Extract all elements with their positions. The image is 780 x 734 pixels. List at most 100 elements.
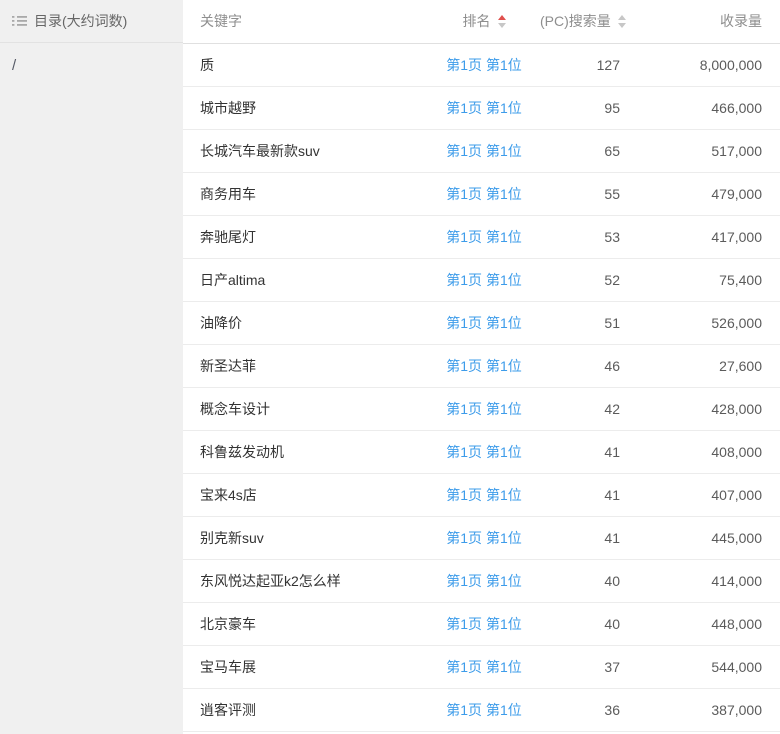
index-count-cell: 417,000 — [628, 215, 780, 259]
rank-link[interactable]: 第1页 第1位 — [446, 486, 522, 503]
table-row: 商务用车 第1页 第1位 55 479,000 — [183, 172, 780, 216]
keyword-table-panel: 关键字 排名 (PC)搜索量 收录量 质第1页 第1位 127 8,000,000 城市越野… — [183, 0, 780, 734]
keyword-cell: 新圣达菲 — [183, 344, 428, 388]
rank-link[interactable]: 第1页 第1位 — [446, 228, 522, 245]
pc-search-volume-cell: 37 — [540, 645, 628, 689]
rank-cell: 第1页 第1位 — [428, 86, 540, 130]
pc-search-volume-cell: 36 — [540, 688, 628, 732]
rank-cell: 第1页 第1位 — [428, 43, 540, 87]
rank-link[interactable]: 第1页 第1位 — [446, 99, 522, 116]
pc-search-volume-cell: 52 — [540, 258, 628, 302]
pc-search-volume-cell: 40 — [540, 602, 628, 646]
rank-cell: 第1页 第1位 — [428, 129, 540, 173]
table-row: 长城汽车最新款suv 第1页 第1位 65 517,000 — [183, 129, 780, 173]
pc-search-volume-cell: 127 — [540, 43, 628, 87]
sort-arrows-icon — [497, 15, 506, 29]
column-header: 收录量 — [628, 0, 780, 44]
rank-link[interactable]: 第1页 第1位 — [446, 357, 522, 374]
pc-search-volume-cell: 41 — [540, 516, 628, 560]
pc-search-volume-cell: 40 — [540, 559, 628, 603]
rank-link[interactable]: 第1页 第1位 — [446, 185, 522, 202]
rank-link[interactable]: 第1页 第1位 — [446, 529, 522, 546]
index-count-cell: 466,000 — [628, 86, 780, 130]
rank-link[interactable]: 第1页 第1位 — [446, 142, 522, 159]
keyword-cell: 奔驰尾灯 — [183, 215, 428, 259]
sidebar-header: 目录(大约词数) — [0, 0, 183, 43]
rank-cell: 第1页 第1位 — [428, 172, 540, 216]
rank-link[interactable]: 第1页 第1位 — [446, 443, 522, 460]
index-count-cell: 544,000 — [628, 645, 780, 689]
rank-link[interactable]: 第1页 第1位 — [446, 56, 522, 73]
rank-link[interactable]: 第1页 第1位 — [446, 400, 522, 417]
pc-search-volume-cell: 53 — [540, 215, 628, 259]
keyword-cell: 质 — [183, 43, 428, 87]
column-header-label: 收录量 — [720, 13, 762, 30]
index-count-cell: 75,400 — [628, 258, 780, 302]
keyword-cell: 别克新suv — [183, 516, 428, 560]
rank-cell: 第1页 第1位 — [428, 387, 540, 431]
rank-cell: 第1页 第1位 — [428, 688, 540, 732]
keyword-cell: 商务用车 — [183, 172, 428, 216]
rank-cell: 第1页 第1位 — [428, 516, 540, 560]
sidebar-items: / — [0, 43, 183, 87]
sidebar-item[interactable]: / — [12, 57, 17, 74]
column-header[interactable]: 排名 — [428, 0, 540, 44]
rank-cell: 第1页 第1位 — [428, 602, 540, 646]
table-row: 别克新suv 第1页 第1位 41 445,000 — [183, 516, 780, 560]
pc-search-volume-cell: 46 — [540, 344, 628, 388]
table-row: 日产altima 第1页 第1位 52 75,400 — [183, 258, 780, 302]
table-row: 新圣达菲 第1页 第1位 46 27,600 — [183, 344, 780, 388]
keyword-cell: 东风悦达起亚k2怎么样 — [183, 559, 428, 603]
rank-link[interactable]: 第1页 第1位 — [446, 658, 522, 675]
index-count-cell: 407,000 — [628, 473, 780, 517]
rank-link[interactable]: 第1页 第1位 — [446, 615, 522, 632]
table-row: 城市越野 第1页 第1位 95 466,000 — [183, 86, 780, 130]
rank-cell: 第1页 第1位 — [428, 215, 540, 259]
rank-link[interactable]: 第1页 第1位 — [446, 271, 522, 288]
pc-search-volume-cell: 55 — [540, 172, 628, 216]
rank-cell: 第1页 第1位 — [428, 344, 540, 388]
keyword-cell: 城市越野 — [183, 86, 428, 130]
pc-search-volume-cell: 41 — [540, 473, 628, 517]
sidebar: 目录(大约词数) / — [0, 0, 183, 734]
rank-link[interactable]: 第1页 第1位 — [446, 701, 522, 718]
index-count-cell: 414,000 — [628, 559, 780, 603]
table-row: 奔驰尾灯 第1页 第1位 53 417,000 — [183, 215, 780, 259]
index-count-cell: 448,000 — [628, 602, 780, 646]
table-row: 宝马车展 第1页 第1位 37 544,000 — [183, 645, 780, 689]
rank-link[interactable]: 第1页 第1位 — [446, 314, 522, 331]
index-count-cell: 526,000 — [628, 301, 780, 345]
index-count-cell: 517,000 — [628, 129, 780, 173]
column-header[interactable]: (PC)搜索量 — [540, 0, 628, 44]
keyword-cell: 油降价 — [183, 301, 428, 345]
rank-cell: 第1页 第1位 — [428, 258, 540, 302]
index-count-cell: 445,000 — [628, 516, 780, 560]
table-body: 质第1页 第1位 127 8,000,000 城市越野 第1页 第1位 95 466,000… — [183, 43, 780, 732]
table-row: 概念车设计 第1页 第1位 42 428,000 — [183, 387, 780, 431]
column-header-label: 关键字 — [200, 13, 242, 30]
table-row: 宝来4s店 第1页 第1位 41 407,000 — [183, 473, 780, 517]
table-row: 油降价 第1页 第1位 51 526,000 — [183, 301, 780, 345]
pc-search-volume-cell: 51 — [540, 301, 628, 345]
sidebar-title: 目录(大约词数) — [34, 13, 128, 29]
rank-cell: 第1页 第1位 — [428, 645, 540, 689]
table-row: 科鲁兹发动机 第1页 第1位 41 408,000 — [183, 430, 780, 474]
rank-cell: 第1页 第1位 — [428, 559, 540, 603]
rank-cell: 第1页 第1位 — [428, 430, 540, 474]
keyword-cell: 宝马车展 — [183, 645, 428, 689]
keyword-cell: 科鲁兹发动机 — [183, 430, 428, 474]
rank-link[interactable]: 第1页 第1位 — [446, 572, 522, 589]
rank-cell: 第1页 第1位 — [428, 473, 540, 517]
index-count-cell: 408,000 — [628, 430, 780, 474]
keyword-cell: 逍客评测 — [183, 688, 428, 732]
index-count-cell: 428,000 — [628, 387, 780, 431]
table-row: 质 第1页 第1位 127 8,000,000 — [183, 43, 780, 87]
pc-search-volume-cell: 42 — [540, 387, 628, 431]
pc-search-volume-cell: 65 — [540, 129, 628, 173]
index-count-cell: 8,000,000 — [628, 43, 780, 87]
column-header: 关键字 — [183, 0, 428, 44]
pc-search-volume-cell: 95 — [540, 86, 628, 130]
pc-search-volume-cell: 41 — [540, 430, 628, 474]
keyword-cell: 长城汽车最新款suv — [183, 129, 428, 173]
